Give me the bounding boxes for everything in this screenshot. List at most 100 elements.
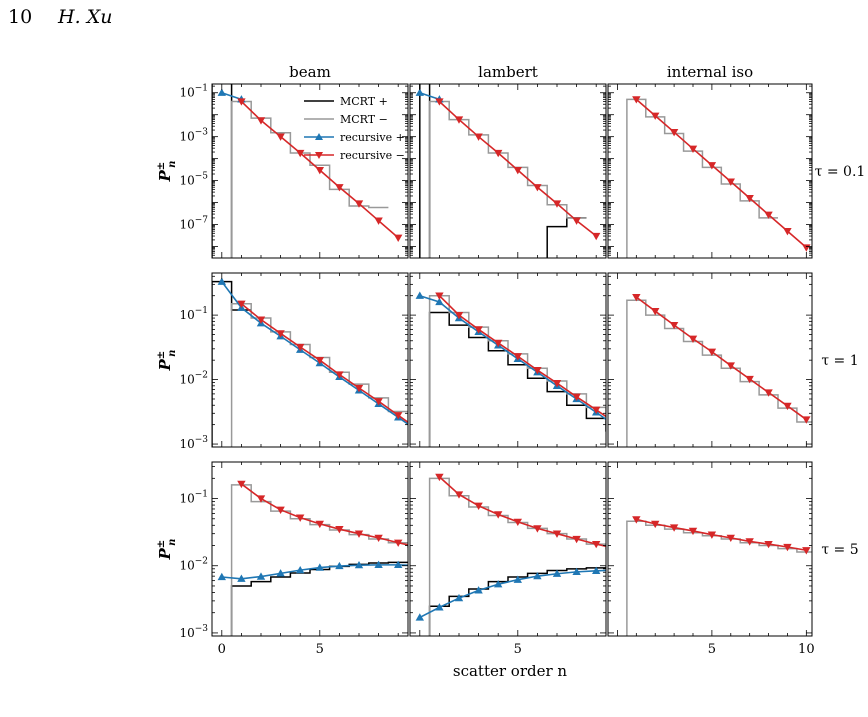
x-axis-label: scatter order n bbox=[453, 662, 568, 680]
y-tick-label: 10−3 bbox=[179, 435, 208, 451]
recursive-minus-marker bbox=[707, 162, 717, 170]
recursive-minus-marker bbox=[513, 353, 522, 361]
author-name: H. Xu bbox=[58, 6, 113, 28]
recursive-minus-marker bbox=[651, 112, 660, 120]
recursive-minus-marker bbox=[296, 514, 305, 522]
recursive-minus-marker bbox=[454, 311, 464, 320]
panel-plot-area bbox=[415, 84, 601, 258]
recursive-plus-marker bbox=[414, 427, 422, 434]
recursive-minus-marker bbox=[651, 520, 660, 529]
recursive-minus-marker bbox=[783, 228, 792, 236]
recursive-minus-marker bbox=[632, 96, 641, 104]
recursive-plus-marker bbox=[454, 593, 464, 602]
y-tick-label: 10−7 bbox=[179, 216, 208, 232]
recursive-plus-marker bbox=[435, 297, 444, 306]
recursive-plus-marker bbox=[513, 575, 522, 583]
panel-plot-area bbox=[626, 516, 812, 636]
recursive-minus-marker bbox=[726, 178, 735, 186]
column-title: beam bbox=[289, 63, 331, 81]
recursive-plus-marker bbox=[315, 563, 324, 571]
panel-frame bbox=[409, 83, 607, 259]
recursive-minus-marker bbox=[276, 330, 285, 338]
legend-label: MCRT + bbox=[340, 95, 388, 108]
recursive-plus-marker bbox=[494, 580, 503, 588]
page-header: 10 H. Xu bbox=[8, 6, 112, 28]
y-tick-label: 10−3 bbox=[179, 624, 208, 640]
recursive-minus-marker bbox=[374, 398, 383, 406]
legend-label: MCRT − bbox=[340, 113, 388, 126]
panel-plot-area bbox=[626, 293, 812, 447]
recursive-plus-line bbox=[221, 91, 242, 101]
legend-label: recursive − bbox=[340, 149, 405, 162]
recursive-plus-marker bbox=[354, 560, 364, 569]
recursive-minus-line bbox=[636, 518, 807, 552]
panel-plot-area bbox=[626, 96, 811, 258]
recursive-minus-marker bbox=[454, 116, 464, 124]
mcrt-plus-steps bbox=[428, 311, 606, 447]
panel-lambert-row1 bbox=[409, 83, 607, 259]
row-label: τ = 0.1 bbox=[815, 164, 866, 180]
recursive-minus-marker bbox=[552, 530, 562, 538]
panel-frame bbox=[607, 272, 813, 448]
y-tick-label: 10−2 bbox=[179, 557, 208, 573]
recursive-minus-marker bbox=[783, 402, 792, 411]
recursive-minus-marker bbox=[394, 539, 403, 547]
panel-frame bbox=[409, 272, 607, 448]
recursive-minus-marker bbox=[669, 129, 679, 137]
recursive-minus-marker bbox=[764, 211, 773, 219]
recursive-minus-marker bbox=[394, 234, 403, 242]
x-tick-label: 0 bbox=[218, 642, 226, 657]
recursive-minus-marker bbox=[296, 149, 305, 158]
recursive-minus-marker bbox=[651, 308, 660, 316]
recursive-minus-marker bbox=[688, 527, 698, 536]
recursive-minus-marker bbox=[552, 200, 562, 208]
mcrt-minus-steps bbox=[626, 520, 812, 636]
recursive-minus-marker bbox=[256, 495, 266, 503]
mcrt-minus-steps bbox=[428, 477, 606, 636]
recursive-minus-marker bbox=[414, 426, 422, 433]
column-title: lambert bbox=[478, 63, 538, 81]
mcrt-plus-steps bbox=[428, 566, 606, 636]
panel-internal-iso-row2 bbox=[607, 272, 813, 448]
panel-lambert-row3 bbox=[409, 461, 607, 637]
recursive-minus-marker bbox=[335, 371, 344, 379]
recursive-minus-marker bbox=[474, 326, 483, 334]
recursive-minus-marker bbox=[494, 511, 503, 519]
recursive-minus-marker bbox=[669, 321, 679, 330]
recursive-plus-marker bbox=[217, 572, 226, 581]
recursive-plus-marker bbox=[217, 88, 226, 96]
legend: MCRT + MCRT − recursive + recursive − bbox=[304, 95, 405, 162]
recursive-minus-marker bbox=[315, 520, 324, 529]
recursive-plus-marker bbox=[552, 569, 562, 577]
recursive-plus-marker bbox=[612, 422, 620, 429]
y-tick-label: 10−1 bbox=[179, 84, 208, 100]
recursive-minus-marker bbox=[374, 534, 383, 543]
recursive-minus-marker bbox=[533, 367, 542, 375]
recursive-plus-marker bbox=[415, 291, 424, 299]
recursive-minus-marker bbox=[315, 357, 324, 365]
recursive-minus-marker bbox=[592, 232, 601, 241]
recursive-plus-marker bbox=[256, 572, 266, 580]
recursive-minus-line bbox=[635, 98, 807, 249]
recursive-minus-marker bbox=[572, 393, 581, 402]
recursive-minus-marker bbox=[513, 166, 522, 175]
row-label: τ = 5 bbox=[821, 542, 858, 558]
panel-frame bbox=[409, 461, 607, 637]
recursive-minus-marker bbox=[354, 200, 364, 208]
mcrt-plus-steps bbox=[419, 84, 431, 258]
recursive-plus-marker bbox=[217, 277, 226, 285]
recursive-minus-marker bbox=[237, 480, 246, 489]
recursive-minus-marker bbox=[474, 133, 483, 141]
recursive-minus-marker bbox=[592, 406, 601, 414]
panel-beam-row3 bbox=[211, 461, 409, 637]
mcrt-plus-steps bbox=[546, 217, 587, 258]
recursive-plus-marker bbox=[435, 603, 444, 611]
recursive-minus-marker bbox=[632, 293, 641, 302]
recursive-minus-marker bbox=[335, 526, 344, 534]
recursive-minus-marker bbox=[669, 524, 679, 532]
legend-marker bbox=[315, 152, 323, 159]
panel-plot-area bbox=[212, 84, 403, 258]
recursive-minus-marker bbox=[802, 547, 811, 555]
recursive-minus-marker bbox=[237, 98, 246, 106]
